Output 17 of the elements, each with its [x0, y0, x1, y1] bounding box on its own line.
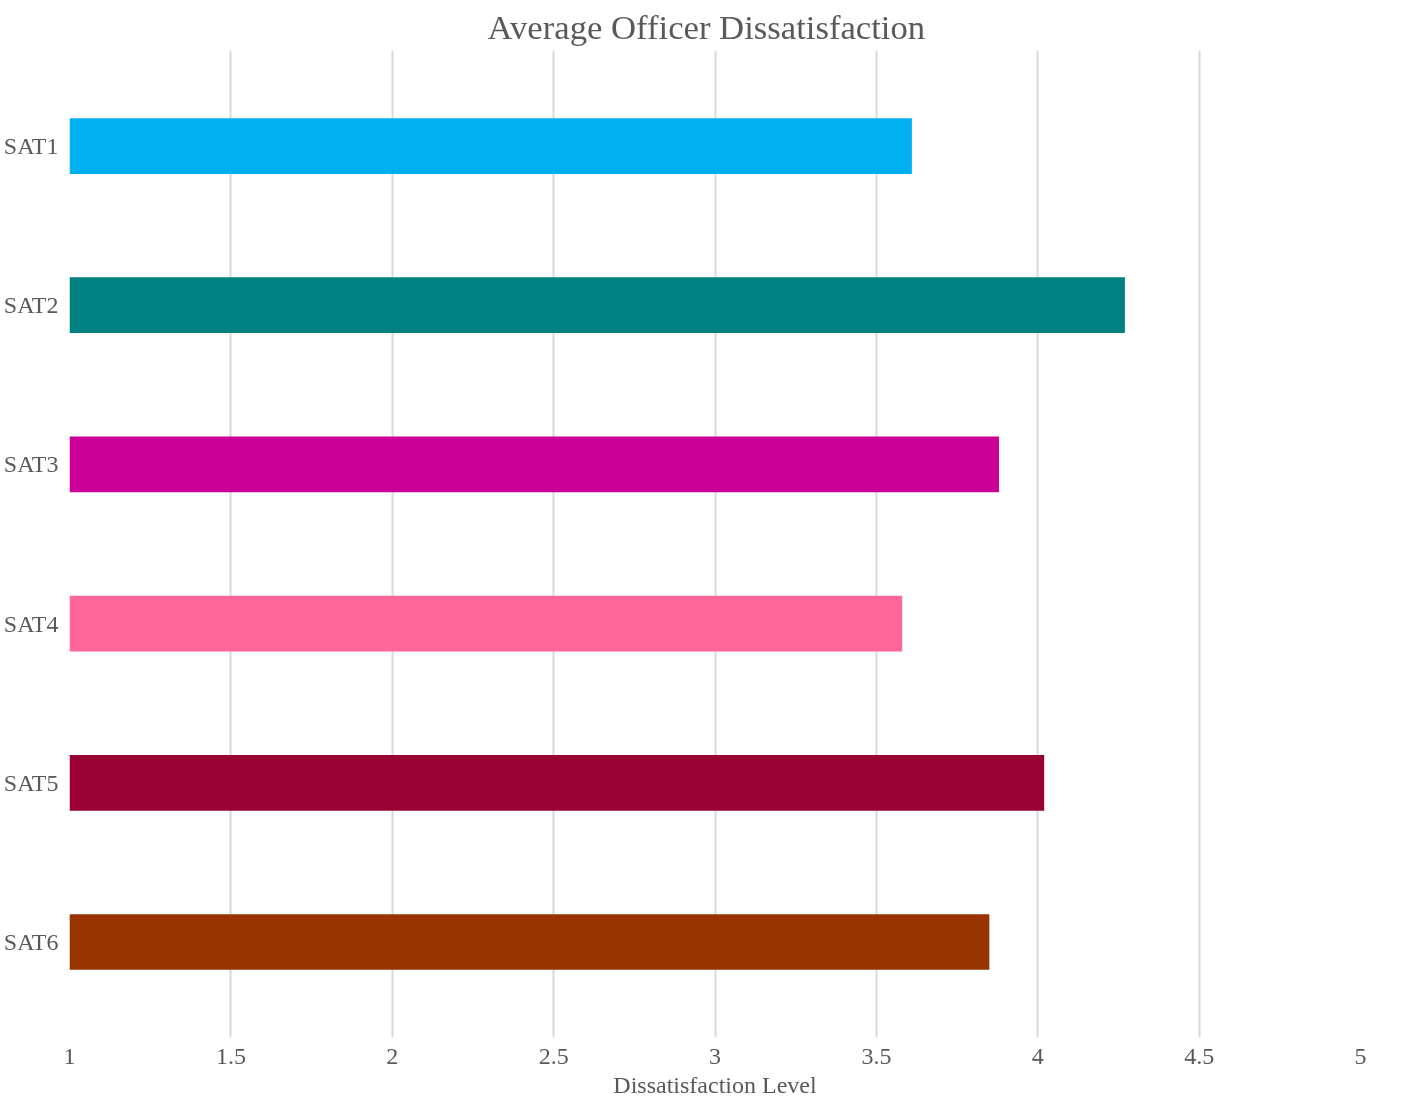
chart-title: Average Officer Dissatisfaction	[487, 7, 926, 46]
y-tick-label: SAT4	[3, 610, 59, 637]
y-tick-label: SAT3	[3, 451, 59, 478]
x-tick-label: 4	[1031, 1042, 1044, 1069]
x-tick-label: 2.5	[538, 1042, 569, 1069]
x-axis-title: Dissatisfaction Level	[613, 1071, 817, 1098]
x-tick-label: 3.5	[861, 1042, 892, 1069]
y-tick-label: SAT5	[3, 769, 59, 796]
y-tick-label: SAT2	[3, 292, 59, 319]
x-tick-label: 5	[1354, 1042, 1367, 1069]
x-tick-label: 3	[709, 1042, 721, 1069]
x-tick-label: 2	[386, 1042, 399, 1069]
x-tick-label: 1	[63, 1042, 76, 1069]
x-tick-label: 4.5	[1184, 1042, 1215, 1069]
x-tick-label: 1.5	[215, 1042, 246, 1069]
y-tick-label: SAT6	[3, 928, 59, 955]
y-tick-label: SAT1	[3, 133, 59, 160]
